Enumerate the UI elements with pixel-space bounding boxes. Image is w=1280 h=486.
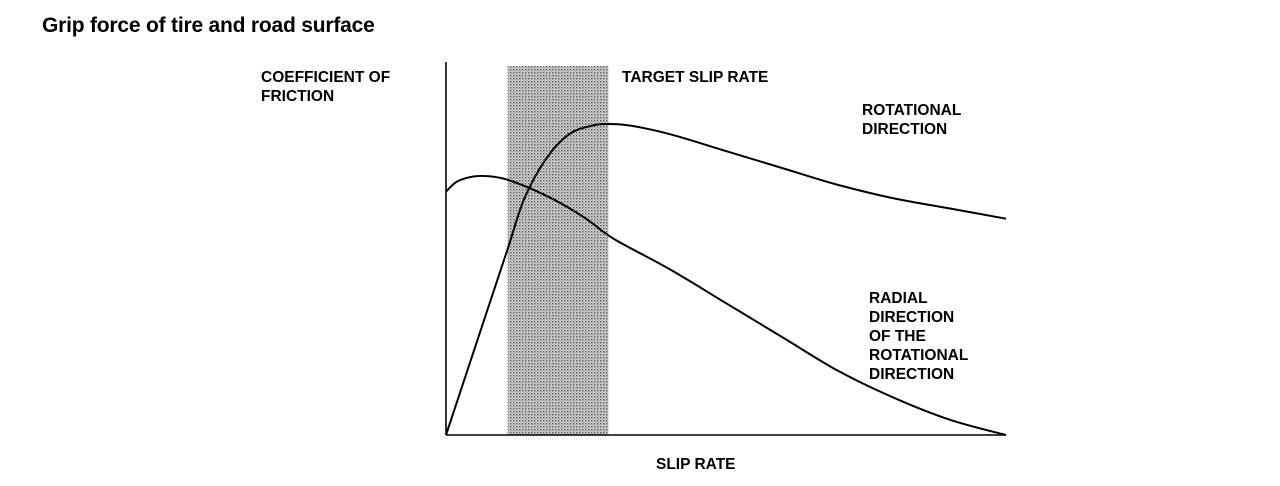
legend-rotational-direction-line: DIRECTION (862, 121, 947, 138)
rotational-direction-curve (445, 123, 1007, 436)
page-title: Grip force of tire and road surface (42, 14, 375, 37)
legend-radial-direction-line: DIRECTION (869, 309, 954, 326)
legend-rotational-direction: ROTATIONAL DIRECTION (862, 102, 961, 138)
x-axis-label: SLIP RATE (656, 456, 736, 473)
y-axis-label: COEFFICIENT OF FRICTION (261, 69, 390, 105)
radial-direction-curve (445, 174, 1007, 436)
legend-radial-direction-line: OF THE (869, 328, 926, 345)
legend-radial-direction-line: ROTATIONAL (869, 347, 968, 364)
legend-radial-direction-line: DIRECTION (869, 366, 954, 383)
y-axis-label-line: FRICTION (261, 88, 334, 105)
legend-radial-direction-line: RADIAL (869, 290, 928, 307)
target-slip-band (507, 66, 609, 435)
legend-radial-direction: RADIAL DIRECTION OF THE ROTATIONAL DIRECTION (869, 290, 968, 383)
target-slip-rate-label: TARGET SLIP RATE (622, 69, 768, 86)
target-slip-rate-label-line: TARGET SLIP RATE (622, 69, 768, 86)
legend-rotational-direction-line: ROTATIONAL (862, 102, 961, 119)
y-axis-label-line: COEFFICIENT OF (261, 69, 390, 86)
x-axis-label-line: SLIP RATE (656, 456, 736, 473)
